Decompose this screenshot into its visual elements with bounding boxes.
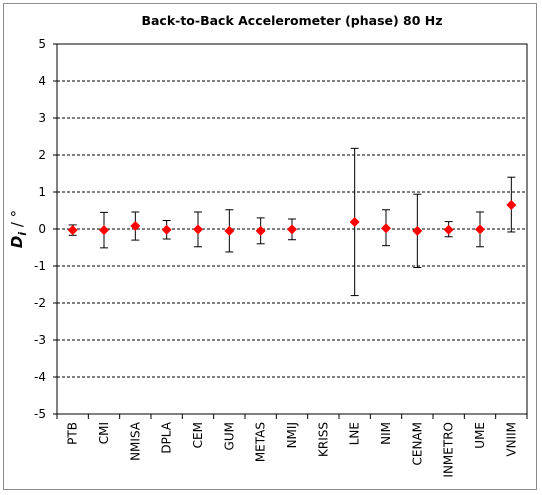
data-points xyxy=(67,147,517,297)
data-marker xyxy=(506,199,517,210)
x-tick-label: METAS xyxy=(254,422,268,462)
data-marker xyxy=(443,224,454,235)
y-tick-label: 4 xyxy=(38,74,46,88)
y-axis-label-symbol: D xyxy=(8,236,26,248)
data-marker xyxy=(130,221,141,232)
data-point-group xyxy=(130,211,141,241)
x-tick-label: NIM xyxy=(379,422,393,445)
data-point-group xyxy=(287,218,297,241)
y-axis: -5 -4 -3 -2 -1 0 1 2 3 4 5 xyxy=(34,37,57,421)
x-tick-label: UME xyxy=(473,422,487,449)
data-marker xyxy=(99,225,109,236)
data-point-group xyxy=(193,211,203,248)
data-point-group xyxy=(443,221,454,238)
y-tick-label: -1 xyxy=(34,259,46,273)
x-tick-label: KRISS xyxy=(316,422,330,457)
data-point-group xyxy=(224,209,235,253)
x-tick-label: CENAM xyxy=(410,422,424,466)
x-tick-label: NMIJ xyxy=(285,422,299,448)
x-tick-label: PTB xyxy=(66,422,80,445)
x-tick-label: INMETRO xyxy=(442,422,456,478)
data-point-group xyxy=(349,147,360,297)
gridlines xyxy=(57,80,527,378)
x-tick-label: VNIIM xyxy=(504,422,518,457)
chart-title: Back-to-Back Accelerometer (phase) 80 Hz xyxy=(141,13,442,28)
data-marker xyxy=(67,225,78,236)
y-tick-label: -3 xyxy=(34,333,46,347)
data-marker xyxy=(412,225,423,236)
data-point-group xyxy=(412,193,423,268)
y-tick-label: -5 xyxy=(34,407,46,421)
data-marker xyxy=(287,224,297,235)
y-axis-label: Di / ° xyxy=(8,210,29,248)
y-tick-label: 2 xyxy=(38,148,46,162)
data-marker xyxy=(381,223,391,234)
y-axis-label-unit: / ° xyxy=(8,210,26,232)
y-tick-label: 5 xyxy=(38,37,46,51)
data-point-group xyxy=(67,224,78,236)
data-marker xyxy=(255,225,266,236)
y-tick-label: -4 xyxy=(34,370,46,384)
x-tick-label: NMISA xyxy=(128,421,142,461)
y-tick-label: 1 xyxy=(38,185,46,199)
chart-frame xyxy=(3,3,537,490)
data-point-group xyxy=(99,211,109,249)
data-marker xyxy=(349,216,360,227)
data-point-group xyxy=(381,209,391,247)
data-point-group xyxy=(475,211,485,248)
x-tick-label: LNE xyxy=(348,422,362,445)
data-point-group xyxy=(506,176,517,233)
data-marker xyxy=(224,225,235,236)
x-tick-label: CEM xyxy=(191,422,205,448)
data-point-group xyxy=(255,217,266,245)
data-marker xyxy=(161,224,172,235)
y-tick-label: 3 xyxy=(38,111,46,125)
y-tick-label: 0 xyxy=(38,222,46,236)
data-marker xyxy=(193,224,203,235)
x-tick-label: CMI xyxy=(97,422,111,444)
data-marker xyxy=(475,224,485,235)
x-tick-label: GUM xyxy=(222,422,236,450)
data-point-group xyxy=(161,219,172,240)
x-tick-label: DPLA xyxy=(160,421,174,453)
y-tick-label: -2 xyxy=(34,296,46,310)
y-axis-label-subscript: i xyxy=(16,232,29,236)
x-axis: PTB CMI NMISA DPLA CEM GUM METAS NMIJ KRISS LNE NI… xyxy=(56,414,528,478)
